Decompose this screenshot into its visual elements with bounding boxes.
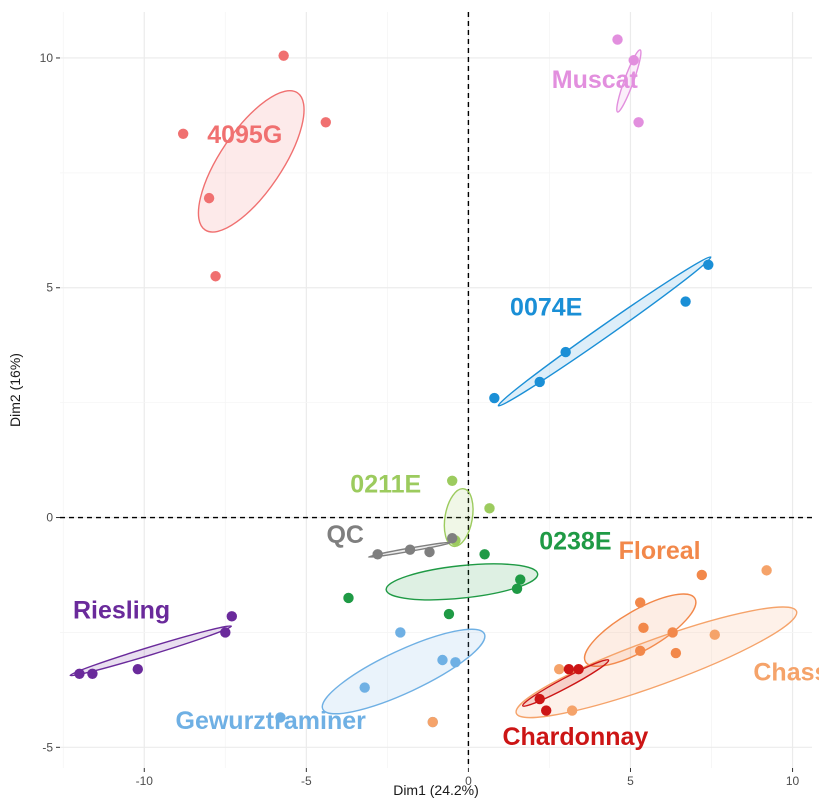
point-chardonnay	[541, 705, 552, 716]
y-tick-label: -5	[42, 740, 53, 754]
ellipse-muscat	[616, 49, 642, 113]
point-gewurztraminer	[275, 712, 286, 723]
ellipse-0074e	[497, 256, 712, 407]
ellipse-0238e	[385, 563, 539, 601]
point-4095g	[320, 117, 331, 128]
x-tick-label: 10	[786, 774, 800, 788]
point-floreal	[696, 569, 707, 581]
point-4095g	[177, 128, 189, 139]
y-tick-label: 5	[46, 281, 53, 295]
point-chasselas	[566, 705, 578, 716]
point-0211e	[447, 475, 458, 486]
point-qc	[404, 544, 416, 555]
group-label-chasselas: Chasselas	[753, 659, 819, 687]
point-chasselas	[427, 716, 438, 728]
point-riesling	[74, 668, 85, 679]
group-label-chardonnay: Chardonnay	[502, 723, 648, 751]
point-riesling	[226, 611, 237, 622]
point-floreal	[667, 627, 678, 638]
point-0238e	[511, 583, 523, 594]
point-riesling	[87, 668, 98, 679]
point-floreal	[670, 647, 682, 659]
x-tick-label: 0	[465, 774, 472, 788]
point-muscat	[628, 55, 639, 66]
ellipse-chardonnay	[521, 659, 610, 707]
point-chasselas	[553, 663, 565, 675]
point-gewurztraminer	[437, 654, 448, 666]
point-0238e	[515, 574, 526, 585]
x-axis-title: Dim1 (24.2%)	[393, 782, 479, 798]
point-floreal	[635, 645, 646, 657]
point-qc	[424, 546, 435, 558]
point-0238e	[343, 592, 354, 604]
point-0074e	[534, 376, 545, 388]
point-floreal	[635, 597, 646, 608]
ellipse-riesling	[69, 625, 233, 677]
ellipse-0211e	[443, 488, 474, 548]
grid-lines	[60, 12, 812, 768]
group-label-riesling: Riesling	[73, 597, 170, 625]
group-label-0074e: 0074E	[510, 293, 582, 321]
point-4095g	[210, 271, 221, 282]
group-label-4095g: 4095G	[207, 121, 282, 149]
group-label-0238e: 0238E	[539, 528, 611, 556]
point-chasselas	[709, 629, 720, 640]
point-0238e	[479, 549, 490, 560]
point-0074e	[489, 392, 500, 404]
ellipse-4095g	[197, 90, 305, 233]
point-qc	[372, 549, 383, 560]
point-4095g	[278, 50, 289, 61]
point-gewurztraminer	[359, 682, 370, 693]
point-floreal	[638, 622, 649, 634]
point-chardonnay	[534, 693, 545, 705]
reference-lines	[60, 12, 812, 768]
point-gewurztraminer	[395, 627, 406, 638]
group-label-gewurztraminer: Gewurztraminer	[176, 707, 367, 735]
y-tick-label: 0	[46, 511, 53, 525]
point-0074e	[703, 259, 714, 270]
group-label-0211e: 0211E	[350, 470, 421, 498]
y-tick-label: 10	[40, 51, 54, 65]
group-labels: 4095G Muscat 0074E 0211E QC 0238E Riesling Gewu…	[73, 66, 819, 751]
point-riesling	[132, 663, 143, 675]
point-gewurztraminer	[450, 657, 461, 668]
point-chasselas	[761, 565, 772, 576]
point-0074e	[560, 346, 571, 358]
point-0211e	[484, 503, 495, 514]
group-label-muscat: Muscat	[552, 66, 639, 94]
point-qc	[447, 533, 458, 544]
point-chardonnay	[563, 663, 575, 675]
point-0074e	[680, 296, 691, 307]
axis-ticks: -10 -5 0 5 10 -5 0 5 10	[40, 51, 800, 788]
x-tick-label: -10	[136, 774, 154, 788]
point-0238e	[443, 608, 455, 620]
x-tick-label: 5	[627, 774, 634, 788]
group-label-qc: QC	[326, 521, 364, 549]
point-riesling	[220, 627, 231, 638]
data-points	[74, 34, 772, 728]
point-4095g	[203, 192, 215, 204]
point-chardonnay	[573, 663, 584, 675]
y-axis-title: Dim2 (16%)	[7, 353, 23, 427]
point-muscat	[612, 34, 623, 45]
ellipse-gewurztraminer	[321, 628, 486, 715]
x-tick-label: -5	[301, 774, 312, 788]
group-label-floreal: Floreal	[619, 537, 701, 565]
point-muscat	[633, 117, 644, 128]
ellipse-chasselas	[515, 606, 798, 719]
